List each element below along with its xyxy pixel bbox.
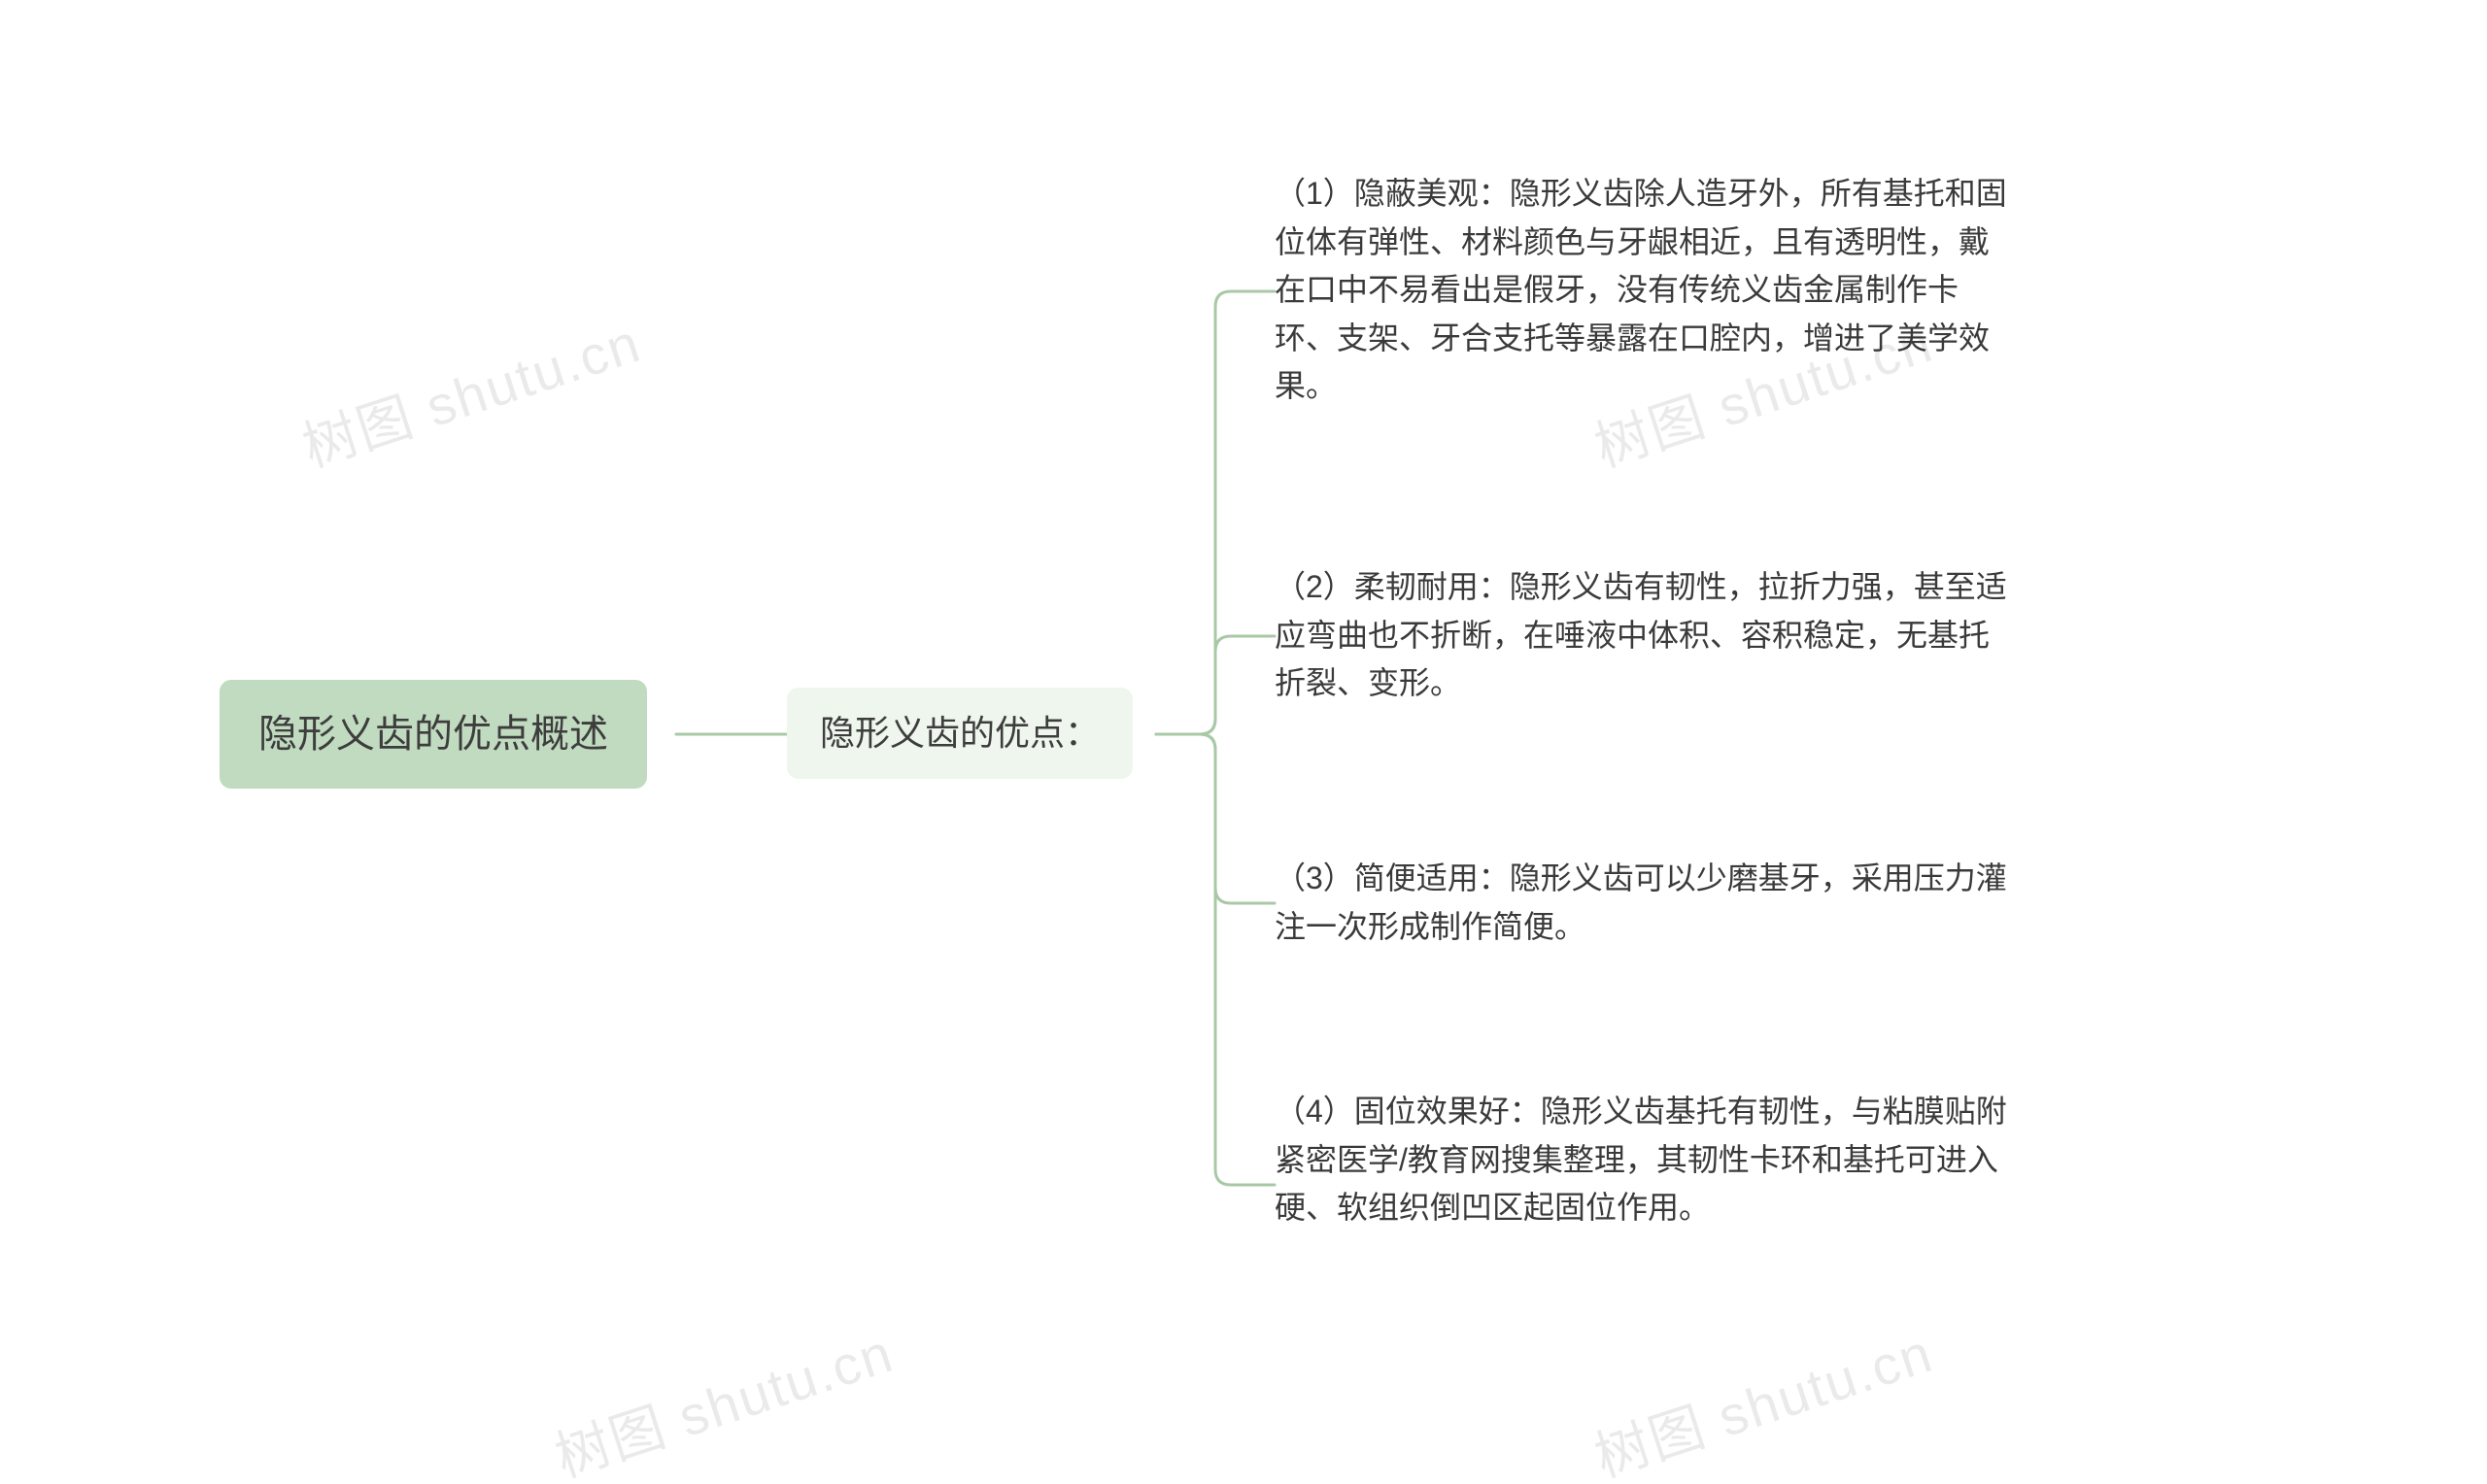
leaf-node-4: （4）固位效果好：隐形义齿基托有韧性，与粘膜贴附紧密医学/教育网搜集整理，其韧性… [1275, 1088, 2013, 1232]
watermark: 树图 shutu.cn [1584, 1309, 1942, 1484]
root-node: 隐形义齿的优点概述 [220, 680, 647, 789]
leaf-node-2-text: （2）柔韧耐用：隐形义齿有韧性，拉折力强，甚至适应弯曲也不折断，在唾液中体积、容… [1275, 569, 2007, 700]
watermark: 树图 shutu.cn [544, 1309, 903, 1484]
connector [1156, 734, 1275, 1185]
leaf-node-1: （1）隐蔽美观：隐形义齿除人造牙外，所有基托和固位体有弹性、材料颜色与牙龈相近，… [1275, 170, 2013, 411]
leaf-node-2: （2）柔韧耐用：隐形义齿有韧性，拉折力强，甚至适应弯曲也不折断，在唾液中体积、容… [1275, 563, 2013, 708]
connector [1156, 636, 1275, 734]
leaf-node-3-text: （3）简便适用：隐形义齿可以少磨基牙，采用压力灌注一次形成制作简便。 [1275, 860, 2007, 944]
connector [1156, 291, 1275, 734]
mid-node: 隐形义齿的优点： [787, 688, 1133, 779]
connector [1156, 734, 1275, 903]
leaf-node-3: （3）简便适用：隐形义齿可以少磨基牙，采用压力灌注一次形成制作简便。 [1275, 855, 2013, 951]
leaf-node-4-text: （4）固位效果好：隐形义齿基托有韧性，与粘膜贴附紧密医学/教育网搜集整理，其韧性… [1275, 1094, 2007, 1225]
root-node-text: 隐形义齿的优点概述 [258, 713, 608, 756]
watermark: 树图 shutu.cn [291, 299, 650, 483]
mid-node-text: 隐形义齿的优点： [820, 713, 1100, 753]
leaf-node-1-text: （1）隐蔽美观：隐形义齿除人造牙外，所有基托和固位体有弹性、材料颜色与牙龈相近，… [1275, 176, 2007, 403]
